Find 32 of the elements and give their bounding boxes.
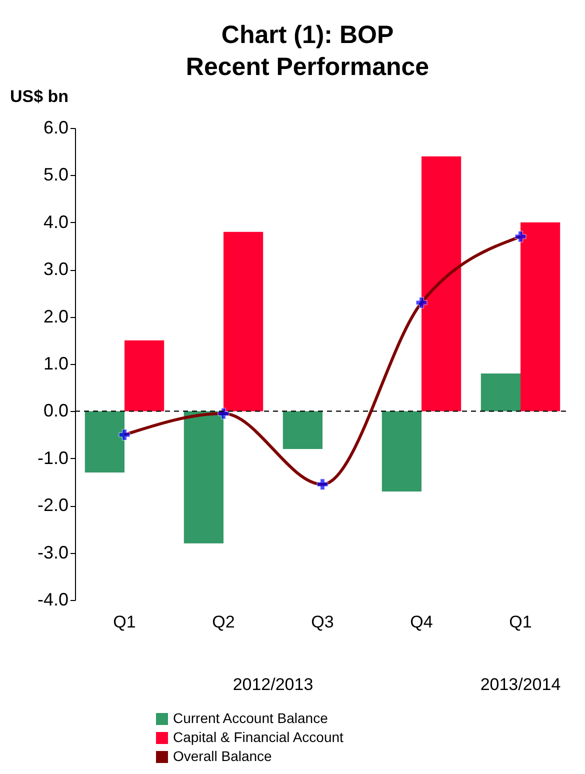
bar (184, 411, 224, 544)
legend-label: Capital & Financial Account (173, 729, 344, 745)
legend-label: Overall Balance (173, 748, 272, 764)
y-tick-label: 0.0 (43, 400, 68, 421)
x-tick-label: Q3 (311, 612, 334, 632)
y-tick-label: 3.0 (43, 259, 68, 280)
y-tick-label: -3.0 (37, 542, 68, 562)
bar (520, 222, 560, 412)
bar (422, 156, 462, 412)
text: 2013/2014 (480, 675, 561, 694)
bar (84, 411, 124, 473)
y-tick-label: 5.0 (43, 164, 68, 185)
text: 2012/2013 (232, 675, 314, 694)
y-tick-label: -1.0 (37, 448, 68, 468)
legend-label: Current Account Balance (173, 710, 328, 726)
y-tick-label: -4.0 (37, 590, 68, 610)
x-tick-label: Q1 (113, 612, 136, 632)
bar (382, 411, 422, 492)
bar (480, 373, 520, 412)
bar (124, 340, 164, 412)
y-axis-title: US$ bn (10, 87, 69, 106)
y-tick-label: 1.0 (43, 354, 68, 374)
x-tick-label: Q1 (509, 612, 532, 632)
chart-title: Chart (1): BOP Recent Performance (186, 21, 430, 81)
bar (282, 411, 322, 449)
x-tick-label: Q4 (410, 612, 433, 632)
bar (224, 232, 264, 412)
y-tick-label: 2.0 (43, 306, 68, 326)
x-tick-label: Q2 (212, 612, 235, 632)
y-tick-label: 4.0 (43, 212, 68, 232)
y-tick-label: -2.0 (37, 495, 68, 516)
y-tick-label: 6.0 (43, 118, 68, 138)
